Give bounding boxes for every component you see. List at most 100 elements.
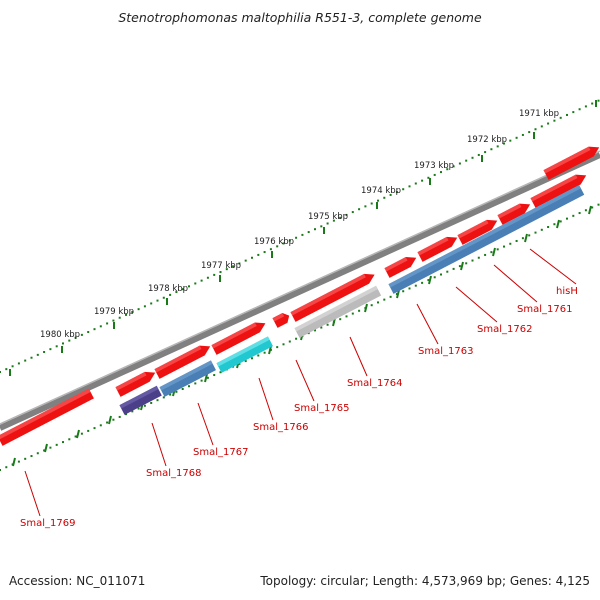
inner-scale-dot — [572, 214, 575, 217]
gene-callout-line — [455, 286, 498, 323]
inner-scale-dot — [484, 253, 487, 256]
inner-scale-dot — [345, 315, 348, 318]
inner-scale-dot — [36, 452, 39, 455]
scale-dot — [43, 351, 46, 354]
scale-dot — [30, 356, 33, 359]
cds-forward-arrow — [154, 345, 211, 379]
cds-forward-arrow-highlight — [543, 146, 591, 174]
scale-dot — [446, 168, 449, 171]
inner-scale-tick — [492, 247, 496, 257]
scale-dot — [143, 305, 146, 308]
inner-scale-dot — [414, 284, 417, 287]
scale-dot — [458, 162, 461, 165]
gene-callout-line — [24, 470, 41, 517]
feature-dark-purple — [119, 385, 162, 415]
inner-scale-dot — [597, 203, 600, 206]
feature-steel-blue-long — [388, 185, 585, 294]
feature-cyan-highlight — [216, 336, 270, 367]
scale-dot — [345, 213, 348, 216]
scale-dot — [402, 188, 405, 191]
scale-dot — [263, 251, 266, 254]
inner-scale-dot — [213, 374, 216, 377]
scale-dot — [591, 102, 594, 105]
scale-dot — [509, 139, 512, 142]
scale-dot — [295, 236, 298, 239]
scale-dot — [93, 328, 96, 331]
kbp-label: 1980 kbp — [40, 330, 80, 340]
scale-dot — [112, 319, 115, 322]
cds-forward-arrow-highlight — [497, 203, 522, 219]
scale-dot — [0, 371, 1, 373]
scale-dot — [156, 299, 159, 302]
scale-dot — [559, 116, 562, 119]
cds-forward-arrow — [543, 146, 600, 180]
scale-dot — [471, 156, 474, 159]
inner-scale-dot — [276, 346, 279, 349]
map-title: Stenotrophomonas maltophilia R551-3, com… — [118, 10, 482, 25]
inner-scale-tick — [524, 233, 528, 243]
kbp-label: 1979 kbp — [94, 307, 134, 317]
scale-dot — [213, 273, 216, 276]
inner-scale-dot — [295, 337, 298, 340]
feature-steel-blue — [159, 360, 216, 397]
scale-dot — [421, 179, 424, 182]
gene-callout-line — [295, 359, 315, 402]
scale-dot — [521, 133, 524, 136]
scale-dot — [181, 288, 184, 291]
inner-scale-dot — [125, 413, 127, 416]
scale-dot — [74, 336, 77, 339]
scale-dot — [206, 276, 209, 279]
scale-dot — [269, 248, 272, 251]
inner-scale-dot — [74, 435, 77, 438]
inner-scale-tick — [396, 289, 400, 299]
scale-dot — [427, 176, 430, 179]
inner-scale-dot — [458, 265, 461, 268]
inner-scale-dot — [263, 351, 266, 354]
inner-scale-dot — [219, 371, 222, 374]
cds-forward-arrow-highlight — [290, 273, 366, 316]
inner-scale-dot — [49, 446, 52, 449]
gene-label: hisH — [556, 286, 578, 297]
inner-scale-dot — [395, 293, 398, 296]
inner-scale-dot — [307, 332, 310, 335]
gene-label: Smal_1768 — [146, 468, 201, 479]
scale-dot — [194, 282, 197, 285]
scale-dot — [131, 311, 134, 314]
inner-scale-dot — [503, 245, 505, 248]
inner-scale-dot — [17, 460, 20, 463]
scale-dot — [244, 259, 247, 262]
scale-dot — [433, 173, 436, 176]
scale-dot — [534, 128, 537, 131]
gene-label: Smal_1762 — [477, 324, 532, 335]
scale-dot — [503, 142, 505, 145]
inner-scale-dot — [93, 427, 96, 430]
inner-scale-dot — [55, 443, 58, 446]
cds-forward-arrow — [457, 219, 498, 245]
inner-scale-dot — [106, 421, 109, 424]
cds-forward-arrow — [497, 203, 531, 225]
inner-scale-dot — [471, 259, 474, 262]
scale-dot — [257, 253, 260, 256]
scale-dot — [288, 239, 291, 242]
cds-forward-arrow — [0, 388, 94, 446]
scale-dot — [276, 245, 279, 248]
gene-callout-line — [197, 402, 214, 446]
inner-scale-dot — [156, 399, 159, 402]
cds-forward-arrow-highlight — [384, 257, 408, 272]
inner-scale-dot — [477, 256, 480, 259]
scale-dot — [232, 265, 235, 268]
inner-scale-dot — [68, 438, 71, 441]
inner-scale-dot — [282, 343, 285, 346]
scale-dot — [358, 208, 361, 211]
gene-label: Smal_1761 — [517, 304, 572, 315]
scale-dot — [200, 279, 203, 282]
scale-dot — [477, 153, 480, 156]
scale-dot — [62, 342, 64, 345]
inner-scale-tick — [460, 261, 464, 271]
inner-scale-tick — [588, 205, 592, 215]
inner-scale-dot — [389, 295, 392, 298]
inner-scale-dot — [244, 360, 247, 363]
inner-scale-dot — [528, 234, 531, 237]
inner-scale-tick — [556, 219, 560, 229]
inner-scale-dot — [540, 228, 543, 231]
